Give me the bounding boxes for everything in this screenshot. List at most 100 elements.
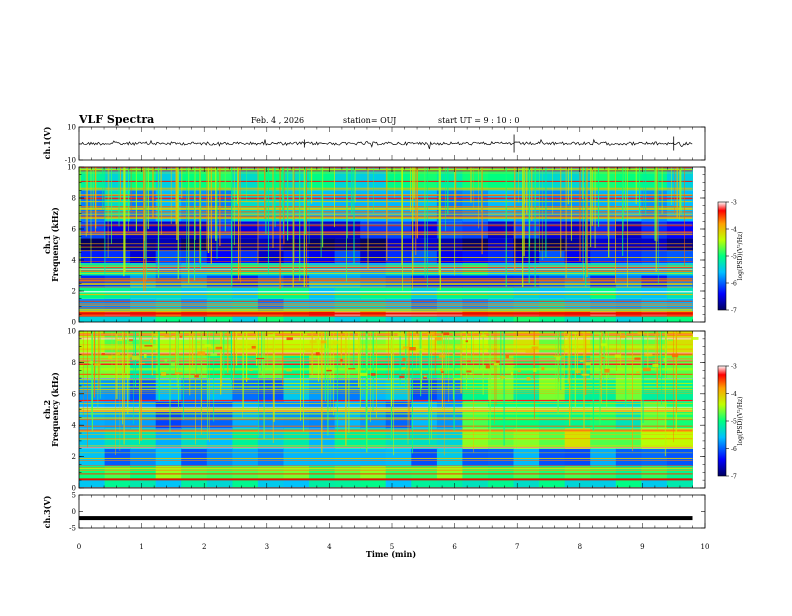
spectrogram-cell <box>539 315 566 322</box>
activity-patch <box>399 375 405 379</box>
spectrogram-cell <box>436 478 463 488</box>
spectrogram-cell <box>539 287 566 299</box>
activity-patch <box>485 365 490 369</box>
spectrogram-cell <box>130 250 157 264</box>
spectrogram-cell <box>436 238 463 251</box>
spectrogram-cell <box>436 287 463 299</box>
spectrogram-cell <box>385 275 412 288</box>
spectrogram-cell <box>488 275 515 288</box>
spectrogram-cell <box>130 466 157 479</box>
activity-patch <box>409 347 416 351</box>
activity-patch <box>579 360 584 362</box>
activity-patch <box>320 340 327 344</box>
colorbar-gradient <box>717 201 727 311</box>
activity-patch <box>170 362 175 366</box>
activity-patch <box>116 339 124 341</box>
spectrogram-cell <box>411 401 438 429</box>
spectrogram-cell <box>181 466 208 479</box>
spectrogram-cell <box>79 238 106 251</box>
y-tick-label: -5 <box>69 525 76 533</box>
spectrogram-cell <box>615 448 642 467</box>
spectrogram-cell <box>436 250 463 264</box>
spectrogram-cell <box>155 466 182 479</box>
spectrogram-cell <box>488 466 515 479</box>
y-tick-label: -10 <box>65 157 76 165</box>
spectrogram-cell <box>130 401 157 429</box>
spectrogram-cell <box>360 315 387 322</box>
spectrogram-cell <box>79 287 106 299</box>
start-time-label: start UT = 9 : 10 : 0 <box>438 116 519 125</box>
x-tick-label: 8 <box>578 543 582 551</box>
colorbar-tick-label: -7 <box>731 307 737 314</box>
spectrogram-cell <box>590 478 617 488</box>
activity-patch <box>215 346 223 350</box>
y-tick-label: 4 <box>72 257 77 265</box>
ch3-waveform-trace <box>79 516 693 521</box>
spectrogram-cell <box>130 478 157 488</box>
spectrogram-cell <box>206 448 233 467</box>
activity-patch <box>132 356 140 360</box>
spectrogram-cell <box>360 478 387 488</box>
spectrogram-cell <box>641 448 668 467</box>
activity-patch <box>500 376 505 379</box>
activity-patch <box>150 339 153 343</box>
activity-patch <box>324 348 330 353</box>
spectrogram-cell <box>590 287 617 299</box>
colorbar-label: log(PSD)(V²/Hz) <box>737 232 744 281</box>
spectrogram-cell <box>462 466 489 479</box>
activity-patch <box>286 368 292 372</box>
activity-patch <box>143 354 147 358</box>
spectrogram-cell <box>309 287 336 299</box>
activity-patch <box>466 370 472 373</box>
spectrogram-cell <box>462 478 489 488</box>
spectrogram-cell <box>181 448 208 467</box>
colorbar-tick-label: -5 <box>731 418 737 425</box>
y-tick-label: 0 <box>72 508 76 516</box>
spectrogram-cell <box>666 287 693 299</box>
spectrogram-cell <box>206 466 233 479</box>
activity-patch <box>360 372 368 377</box>
spectrogram-cell <box>641 315 668 322</box>
channel-label: ch.1 <box>42 235 52 254</box>
spectrogram-cell <box>79 275 106 288</box>
spectrogram-cell <box>564 238 591 251</box>
spectrogram-cell <box>206 315 233 322</box>
spectrogram-cell <box>513 250 540 264</box>
spectrogram-cell <box>488 287 515 299</box>
spectrogram-cell <box>104 238 131 251</box>
spectrogram-cell <box>564 287 591 299</box>
spectrogram-cell <box>283 250 310 264</box>
spectrogram-cell <box>181 315 208 322</box>
spectrogram-cell <box>334 448 361 467</box>
activity-patch <box>443 332 450 335</box>
activity-patch <box>304 333 308 336</box>
spectrogram-cell <box>155 448 182 467</box>
figure-title: VLF Spectra <box>78 113 154 126</box>
colorbar-tick-label: -7 <box>731 473 737 480</box>
activity-patch <box>644 353 653 357</box>
activity-patch <box>529 345 537 347</box>
spectrogram-cell <box>104 466 131 479</box>
spectrogram-cell <box>564 478 591 488</box>
spectrogram-cell <box>666 478 693 488</box>
ch3-waveform-panel: 5 0 -5 <box>69 492 706 533</box>
activity-patch <box>671 353 679 358</box>
activity-patch <box>371 373 376 376</box>
activity-patch <box>174 372 183 375</box>
frequency-axis-label: Frequency (kHz) <box>50 207 60 282</box>
spectrogram-cell <box>615 466 642 479</box>
activity-patch <box>493 363 500 366</box>
spectrogram-cell <box>104 315 131 322</box>
activity-patch <box>484 348 487 351</box>
spectrogram-cell <box>385 287 412 299</box>
spectrogram-cell <box>641 287 668 299</box>
y-tick-label: 6 <box>72 390 77 398</box>
activity-patch <box>348 368 356 370</box>
spectrogram-cell <box>590 315 617 322</box>
activity-patch <box>505 354 509 359</box>
activity-patch <box>401 367 406 369</box>
spectrogram-cell <box>360 250 387 264</box>
spectrogram-cell <box>130 315 157 322</box>
y-tick-label: 5 <box>72 492 76 500</box>
